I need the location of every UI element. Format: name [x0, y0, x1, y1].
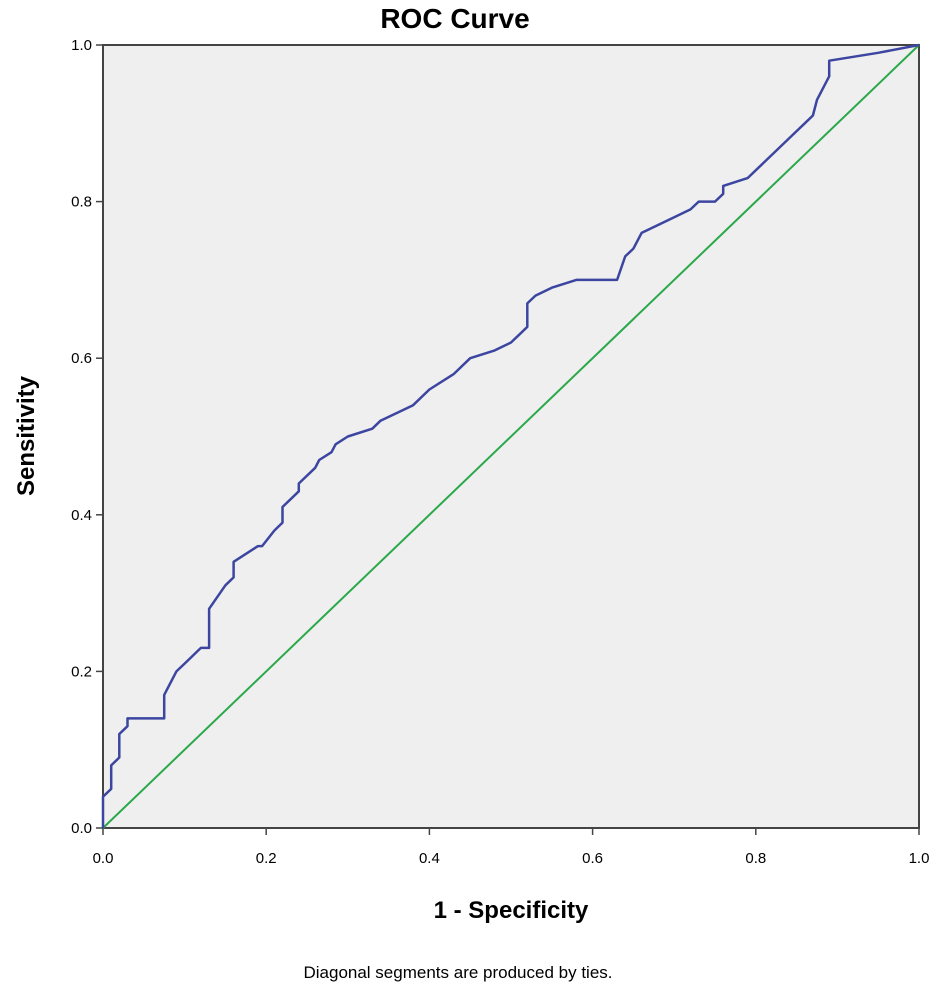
x-tick-label: 0.2 — [256, 850, 277, 867]
y-tick-label: 1.0 — [71, 37, 92, 54]
y-axis-label: Sensitivity — [13, 375, 40, 496]
x-tick-label: 0.4 — [419, 850, 440, 867]
x-tick-label: 0.0 — [93, 850, 114, 867]
x-tick-label: 0.8 — [745, 850, 766, 867]
y-tick-label: 0.2 — [71, 663, 92, 680]
y-tick-label: 0.6 — [71, 350, 92, 367]
y-tick-label: 0.4 — [71, 507, 92, 524]
chart-title: ROC Curve — [380, 3, 529, 34]
x-tick-label: 0.6 — [582, 850, 603, 867]
y-tick-label: 0.8 — [71, 194, 92, 211]
x-tick-label: 1.0 — [909, 850, 930, 867]
y-tick-label: 0.0 — [71, 820, 92, 837]
y-axis-ticks: 0.0 0.2 0.4 0.6 0.8 1.0 — [71, 37, 103, 837]
reference-diagonal-line — [102, 44, 920, 829]
roc-curve-line — [101, 43, 920, 828]
x-axis-label: 1 - Specificity — [434, 897, 589, 924]
x-axis-ticks: 0.0 0.2 0.4 0.6 0.8 1.0 — [93, 828, 930, 867]
footnote: Diagonal segments are produced by ties. — [303, 963, 612, 982]
